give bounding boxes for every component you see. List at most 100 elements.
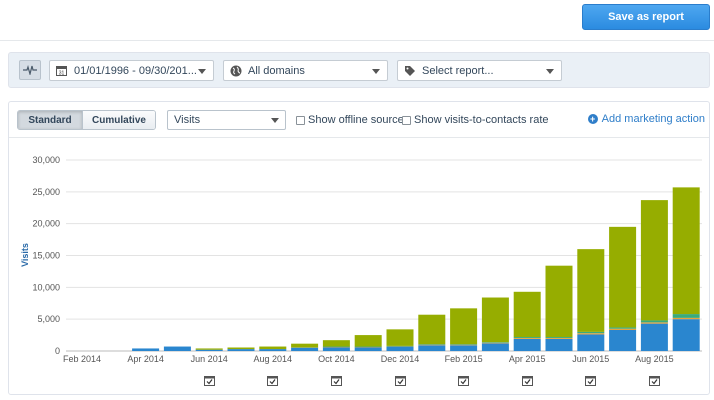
bar-segment[interactable] bbox=[481, 342, 509, 343]
checkbox-box[interactable] bbox=[402, 115, 411, 125]
bar-segment[interactable] bbox=[354, 347, 382, 351]
bar-segment[interactable] bbox=[513, 291, 541, 337]
report-select[interactable]: Select report... bbox=[397, 60, 562, 81]
plus-icon: + bbox=[587, 114, 598, 124]
bar-segment[interactable] bbox=[450, 344, 478, 346]
x-tick-label: Aug 2015 bbox=[635, 354, 674, 364]
bar-segment[interactable] bbox=[545, 336, 573, 338]
bar-segment[interactable] bbox=[577, 331, 605, 334]
bar-segment[interactable] bbox=[418, 345, 446, 351]
bar-segment[interactable] bbox=[386, 345, 414, 347]
y-tick-label: 20,000 bbox=[32, 219, 60, 229]
bar-segment[interactable] bbox=[354, 346, 382, 348]
bar-segment[interactable] bbox=[259, 346, 287, 350]
bar-segment[interactable] bbox=[450, 343, 478, 345]
bar-segment[interactable] bbox=[291, 347, 319, 348]
chevron-down-icon bbox=[198, 69, 206, 74]
calendar-check-icon[interactable] bbox=[203, 375, 215, 386]
svg-text:31: 31 bbox=[59, 71, 65, 77]
calendar-check-icon[interactable] bbox=[267, 375, 279, 386]
bar-segment[interactable] bbox=[672, 187, 700, 315]
bar-segment[interactable] bbox=[132, 348, 160, 351]
chevron-down-icon bbox=[546, 69, 554, 74]
bar-segment[interactable] bbox=[418, 314, 446, 344]
y-tick-label: 10,000 bbox=[32, 282, 60, 292]
cumulative-tab[interactable]: Cumulative bbox=[82, 111, 155, 129]
calendar-check-icon[interactable] bbox=[585, 375, 597, 386]
bar-segment[interactable] bbox=[640, 200, 668, 321]
calendar-check-icon[interactable] bbox=[394, 375, 406, 386]
bar-segment[interactable] bbox=[640, 322, 668, 324]
bar-segment[interactable] bbox=[195, 349, 223, 351]
calendar-check-icon[interactable] bbox=[458, 375, 470, 386]
bar-segment[interactable] bbox=[291, 343, 319, 348]
globe-icon bbox=[230, 65, 242, 77]
x-tick-label: Aug 2014 bbox=[254, 354, 293, 364]
bar-segment[interactable] bbox=[609, 329, 637, 351]
bar-segment[interactable] bbox=[418, 344, 446, 346]
standard-tab[interactable]: Standard bbox=[18, 111, 82, 129]
bar-segment[interactable] bbox=[386, 346, 414, 347]
bar-segment[interactable] bbox=[577, 333, 605, 335]
bar-segment[interactable] bbox=[418, 343, 446, 345]
x-tick-label: Apr 2015 bbox=[509, 354, 546, 364]
bar-segment[interactable] bbox=[481, 343, 509, 351]
bar-segment[interactable] bbox=[291, 347, 319, 351]
bar-segment[interactable] bbox=[672, 314, 700, 318]
bar-segment[interactable] bbox=[577, 334, 605, 351]
bar-segment[interactable] bbox=[513, 337, 541, 339]
calendar-check-icon[interactable] bbox=[521, 375, 533, 386]
domain-select[interactable]: All domains bbox=[223, 60, 388, 81]
bar-segment[interactable] bbox=[322, 346, 350, 348]
bar-segment[interactable] bbox=[291, 347, 319, 348]
bar-segment[interactable] bbox=[513, 338, 541, 351]
domain-value: All domains bbox=[248, 64, 305, 77]
bar-segment[interactable] bbox=[609, 226, 637, 328]
visits-contacts-checkbox[interactable]: Show visits-to-contacts rate bbox=[402, 114, 549, 126]
bar-segment[interactable] bbox=[195, 348, 223, 350]
bar-segment[interactable] bbox=[672, 319, 700, 351]
bar-segment[interactable] bbox=[450, 345, 478, 351]
date-range-select[interactable]: 31 01/01/1996 - 09/30/201... bbox=[49, 60, 214, 81]
bar-segment[interactable] bbox=[322, 346, 350, 348]
bar-segment[interactable] bbox=[227, 347, 255, 350]
bar-segment[interactable] bbox=[609, 327, 637, 329]
bar-segment[interactable] bbox=[545, 265, 573, 337]
activity-icon-button[interactable] bbox=[19, 60, 41, 80]
bar-segment[interactable] bbox=[163, 346, 191, 351]
bar-segment[interactable] bbox=[545, 337, 573, 339]
view-toggle: Standard Cumulative bbox=[17, 110, 156, 130]
offline-sources-checkbox[interactable]: Show offline sources bbox=[296, 114, 409, 126]
calendar-check-icon[interactable] bbox=[330, 375, 342, 386]
metric-select[interactable]: Visits bbox=[167, 110, 286, 130]
bar-segment[interactable] bbox=[672, 317, 700, 320]
bar-segment[interactable] bbox=[354, 346, 382, 348]
save-as-report-button[interactable]: Save as report bbox=[582, 4, 710, 30]
bar-segment[interactable] bbox=[481, 297, 509, 343]
bar-segment[interactable] bbox=[513, 336, 541, 338]
y-tick-label: 0 bbox=[55, 346, 60, 356]
bar-segment[interactable] bbox=[322, 340, 350, 347]
bar-segment[interactable] bbox=[322, 347, 350, 351]
offline-sources-label: Show offline sources bbox=[308, 114, 410, 126]
add-marketing-action-label: Add marketing action bbox=[601, 113, 705, 125]
report-value: Select report... bbox=[422, 64, 494, 77]
bar-segment[interactable] bbox=[227, 349, 255, 351]
bar-segment[interactable] bbox=[354, 335, 382, 347]
x-tick-label: Feb 2015 bbox=[445, 354, 483, 364]
bar-segment[interactable] bbox=[450, 308, 478, 344]
add-marketing-action-link[interactable]: + Add marketing action bbox=[587, 113, 705, 125]
y-tick-label: 15,000 bbox=[32, 251, 60, 261]
bar-segment[interactable] bbox=[577, 249, 605, 332]
checkbox-box[interactable] bbox=[296, 115, 305, 125]
bar-segment[interactable] bbox=[386, 329, 414, 346]
bar-segment[interactable] bbox=[259, 349, 287, 351]
bar-segment[interactable] bbox=[545, 338, 573, 351]
bar-segment[interactable] bbox=[640, 323, 668, 351]
bar-segment[interactable] bbox=[640, 320, 668, 323]
bar-segment[interactable] bbox=[609, 328, 637, 330]
filter-bar: 31 01/01/1996 - 09/30/201... All domains… bbox=[8, 52, 710, 88]
bar-segment[interactable] bbox=[481, 342, 509, 344]
calendar-check-icon[interactable] bbox=[648, 375, 660, 386]
bar-segment[interactable] bbox=[386, 346, 414, 351]
